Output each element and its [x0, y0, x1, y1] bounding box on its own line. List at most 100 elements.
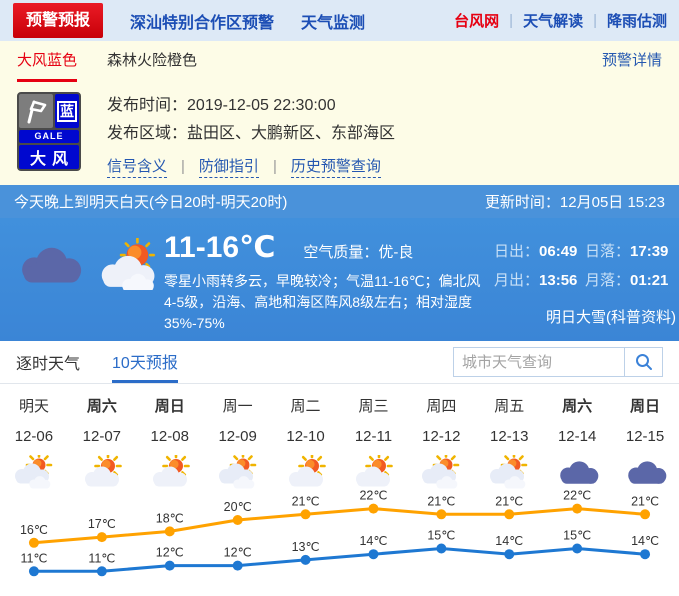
overcast-icon [611, 452, 679, 492]
defense-guide-link[interactable]: 防御指引 [198, 155, 259, 178]
search-button[interactable] [625, 347, 663, 377]
divider: | [593, 12, 597, 29]
moonset: 月落：01:21 [585, 272, 669, 289]
forecast-day-12-06[interactable]: 明天 12-06 [0, 384, 68, 492]
overcast-cloud-icon [14, 238, 86, 295]
solar-term-note-link[interactable]: 明日大雪(科普资料) [546, 309, 676, 326]
day-date: 12-14 [557, 428, 597, 445]
sunrise: 日出：06:49 [494, 243, 578, 260]
badge-name: 大风 [19, 145, 79, 169]
tab-ten-day-forecast[interactable]: 10天预报 [112, 341, 178, 383]
warning-info: 发布时间：2019-12-05 22:30:00 发布区域：盐田区、大鹏新区、东… [107, 92, 395, 178]
sun-moon-times: 日出：06:49 日落：17:39 月出：13:56 月落：01:21 [494, 240, 676, 290]
nav-tab-monitoring[interactable]: 天气监测 [301, 14, 366, 32]
forecast-tabs: 逐时天气 10天预报 [0, 341, 679, 384]
update-time: 更新时间：12月05日 15:23 [484, 194, 665, 211]
tab-hourly-weather[interactable]: 逐时天气 [16, 356, 81, 373]
day-name: 周二 [290, 398, 321, 415]
nav-link-rain-estimate[interactable]: 降雨估测 [606, 13, 667, 30]
warning-tab-forest-fire[interactable]: 森林火险橙色 [107, 52, 198, 69]
day-name: 周三 [358, 398, 389, 415]
svg-text:13℃: 13℃ [292, 540, 320, 554]
day-date: 12-13 [490, 428, 529, 445]
sun-cloud-icon [136, 452, 204, 492]
wind-flag-icon [19, 94, 53, 128]
day-date: 12-10 [286, 428, 325, 445]
forecast-day-12-14[interactable]: 周六 12-14 [543, 384, 611, 492]
svg-text:21℃: 21℃ [427, 494, 455, 508]
current-weather-panel: 今天晚上到明天白天(今日20时-明天20时) 更新时间：12月05日 15:23… [0, 185, 679, 341]
badge-sign-level: 蓝 [55, 94, 79, 128]
day-date: 12-15 [625, 428, 665, 445]
svg-text:22℃: 22℃ [359, 490, 387, 503]
divider: | [509, 12, 514, 29]
day-date: 12-08 [150, 428, 189, 445]
weather-description: 零星小雨转多云，早晚较冷；气温11-16℃；偏北风4-5级，沿海、高地和海区阵风… [164, 273, 481, 331]
forecast-day-12-13[interactable]: 周五 12-13 [475, 384, 543, 492]
nav-tab-warning-forecast[interactable]: 预警预报 [13, 3, 104, 38]
warning-tab-gale-blue[interactable]: 大风蓝色 [17, 49, 78, 82]
divider: | [181, 158, 185, 175]
day-name: 明天 [18, 398, 49, 415]
nav-link-typhoon[interactable]: 台风网 [454, 13, 500, 30]
nav-links: 台风网 | 天气解读 | 降雨估测 [454, 10, 667, 31]
search-input[interactable] [453, 347, 625, 377]
moonrise: 月出：13:56 [494, 272, 578, 289]
sun-behind-cloud-icon [94, 237, 166, 295]
temperature-chart: 16℃ 17℃ 18℃ 20℃ 21℃ 22℃ 21℃ 21℃ 22℃ 21℃ … [0, 489, 679, 596]
search-icon [635, 354, 652, 370]
forecast-section: 逐时天气 10天预报 明天 12-06 周六 12-07 周日 [0, 341, 679, 596]
forecast-day-12-10[interactable]: 周二 12-10 [272, 384, 340, 492]
day-date: 12-06 [14, 428, 54, 445]
cloud-sun-icon [475, 452, 543, 492]
temperature-range: 11-16℃ [164, 231, 276, 264]
publish-area-label: 发布区域： [107, 125, 188, 142]
svg-text:14℃: 14℃ [359, 534, 387, 548]
svg-text:21℃: 21℃ [631, 494, 659, 508]
forecast-day-12-12[interactable]: 周四 12-12 [407, 384, 475, 492]
warning-history-link[interactable]: 历史预警查询 [290, 155, 381, 178]
warning-detail-link[interactable]: 预警详情 [601, 52, 662, 69]
gale-blue-warning-badge: 蓝 GALE 大风 [17, 92, 81, 171]
sun-cloud-icon [272, 452, 340, 492]
signal-meaning-link[interactable]: 信号含义 [107, 155, 168, 178]
publish-area-value: 盐田区、大鹏新区、东部海区 [187, 125, 396, 142]
forecast-day-12-07[interactable]: 周六 12-07 [68, 384, 136, 492]
sun-cloud-icon [68, 452, 136, 492]
day-name: 周日 [630, 398, 661, 415]
forecast-day-12-15[interactable]: 周日 12-15 [611, 384, 679, 492]
svg-text:11℃: 11℃ [88, 551, 115, 565]
day-name: 周六 [86, 398, 117, 415]
warning-section: 大风蓝色 森林火险橙色 预警详情 蓝 GALE 大 [0, 41, 679, 185]
svg-text:14℃: 14℃ [495, 534, 523, 548]
svg-text:20℃: 20℃ [224, 500, 252, 514]
forecast-grid: 明天 12-06 周六 12-07 周日 12-08 周一 12-09 周二 1… [0, 384, 679, 490]
overcast-icon [543, 452, 611, 492]
nav-link-weather-explain[interactable]: 天气解读 [523, 13, 584, 30]
forecast-day-12-08[interactable]: 周日 12-08 [136, 384, 204, 492]
svg-text:14℃: 14℃ [631, 534, 659, 548]
day-date: 12-09 [218, 428, 257, 445]
svg-text:15℃: 15℃ [427, 529, 455, 543]
svg-text:12℃: 12℃ [224, 546, 252, 560]
sunset: 日落：17:39 [585, 243, 669, 260]
day-date: 12-11 [354, 428, 393, 445]
svg-text:11℃: 11℃ [20, 551, 47, 565]
warning-body: 蓝 GALE 大风 发布时间：2019-12-05 22:30:00 发布区域：… [17, 92, 662, 178]
divider: | [272, 158, 277, 175]
svg-text:12℃: 12℃ [156, 546, 184, 560]
day-name: 周一 [222, 398, 253, 415]
panel-header: 今天晚上到明天白天(今日20时-明天20时) 更新时间：12月05日 15:23 [0, 185, 679, 218]
warning-tabs: 大风蓝色 森林火险橙色 预警详情 [17, 41, 662, 82]
forecast-period: 今天晚上到明天白天(今日20时-明天20时) [14, 194, 288, 211]
forecast-day-12-11[interactable]: 周三 12-11 [340, 384, 408, 492]
day-name: 周日 [154, 398, 185, 415]
nav-tab-shenshan[interactable]: 深汕特别合作区预警 [130, 14, 275, 32]
day-name: 周五 [494, 398, 525, 415]
svg-text:22℃: 22℃ [563, 490, 591, 503]
air-quality: 空气质量：优-良 [303, 244, 414, 261]
cloud-sun-icon [204, 452, 272, 492]
forecast-day-12-09[interactable]: 周一 12-09 [204, 384, 272, 492]
publish-time-label: 发布时间： [107, 97, 188, 114]
